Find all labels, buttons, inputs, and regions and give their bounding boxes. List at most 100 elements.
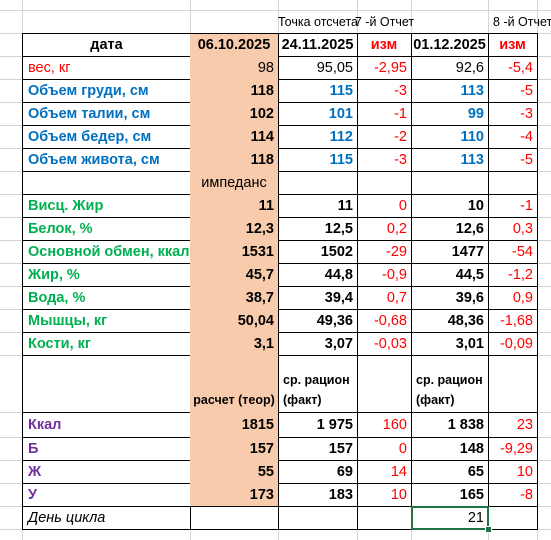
report7-value[interactable]: 3,07: [278, 332, 358, 356]
nutrition-label[interactable]: Б: [22, 437, 191, 461]
report7-value[interactable]: 115: [278, 79, 358, 103]
report7-value[interactable]: 39,4: [278, 286, 358, 310]
nutrition-change8[interactable]: 10: [488, 460, 538, 484]
base-value[interactable]: 45,7: [190, 263, 279, 287]
nutrition-label[interactable]: У: [22, 483, 191, 507]
base-value[interactable]: 114: [190, 125, 279, 149]
base-value[interactable]: 1531: [190, 240, 279, 264]
report7-value[interactable]: 44,8: [278, 263, 358, 287]
col-header-date0[interactable]: 06.10.2025: [190, 33, 279, 57]
report7-change[interactable]: -0,68: [357, 309, 412, 333]
nutrition-header-report7[interactable]: ср. рацион (факт): [278, 355, 358, 413]
report8-value[interactable]: 110: [411, 125, 489, 149]
report7-change[interactable]: -0,9: [357, 263, 412, 287]
report7-change[interactable]: -2,95: [357, 56, 412, 80]
row-label[interactable]: [22, 171, 191, 195]
nutrition-base[interactable]: 157: [190, 437, 279, 461]
nutrition-report8[interactable]: 165: [411, 483, 489, 507]
report8-change[interactable]: [488, 171, 538, 195]
cycle-report7[interactable]: [278, 506, 358, 530]
report8-value[interactable]: 99: [411, 102, 489, 126]
nutrition-header-change7[interactable]: [357, 355, 412, 413]
report7-value[interactable]: 112: [278, 125, 358, 149]
row-label[interactable]: Объем груди, см: [22, 79, 191, 103]
cycle-label[interactable]: День цикла: [22, 506, 191, 530]
nutrition-change7[interactable]: 160: [357, 412, 412, 438]
header-report7[interactable]: 7 -й Отчет: [355, 10, 414, 34]
report7-change[interactable]: -0,03: [357, 332, 412, 356]
nutrition-base[interactable]: 1815: [190, 412, 279, 438]
report8-change[interactable]: 0,9: [488, 286, 538, 310]
report7-change[interactable]: -1: [357, 102, 412, 126]
report7-change[interactable]: -3: [357, 148, 412, 172]
row-label[interactable]: Мышцы, кг: [22, 309, 191, 333]
nutrition-change7[interactable]: 14: [357, 460, 412, 484]
base-value[interactable]: 118: [190, 79, 279, 103]
report8-value[interactable]: 113: [411, 148, 489, 172]
fill-handle[interactable]: [485, 526, 492, 533]
report7-value[interactable]: 95,05: [278, 56, 358, 80]
cycle-value-selected-cell[interactable]: 21: [411, 506, 489, 530]
row-label[interactable]: Объем бедер, см: [22, 125, 191, 149]
col-header-data[interactable]: дата: [22, 33, 191, 57]
nutrition-header-label[interactable]: [22, 355, 191, 413]
report7-value[interactable]: 49,36: [278, 309, 358, 333]
row-label[interactable]: Основной обмен, ккал: [22, 240, 191, 264]
base-value[interactable]: 38,7: [190, 286, 279, 310]
report8-change[interactable]: -1,2: [488, 263, 538, 287]
base-value[interactable]: 11: [190, 194, 279, 218]
nutrition-change8[interactable]: -9,29: [488, 437, 538, 461]
row-label[interactable]: Белок, %: [22, 217, 191, 241]
base-value[interactable]: 98: [190, 56, 279, 80]
nutrition-change8[interactable]: 23: [488, 412, 538, 438]
base-value[interactable]: 102: [190, 102, 279, 126]
report8-value[interactable]: 92,6: [411, 56, 489, 80]
report7-value[interactable]: 11: [278, 194, 358, 218]
report8-value[interactable]: 39,6: [411, 286, 489, 310]
nutrition-change8[interactable]: -8: [488, 483, 538, 507]
report7-value[interactable]: [278, 171, 358, 195]
header-point[interactable]: Точка отсчета: [278, 10, 358, 34]
base-value[interactable]: импеданс: [190, 171, 279, 195]
report8-change[interactable]: -5,4: [488, 56, 538, 80]
report8-value[interactable]: 44,5: [411, 263, 489, 287]
report7-change[interactable]: -2: [357, 125, 412, 149]
report8-value[interactable]: 3,01: [411, 332, 489, 356]
row-label[interactable]: Объем талии, см: [22, 102, 191, 126]
report8-change[interactable]: -0,09: [488, 332, 538, 356]
report8-value[interactable]: 12,6: [411, 217, 489, 241]
report7-change[interactable]: 0,2: [357, 217, 412, 241]
row-label[interactable]: Объем живота, см: [22, 148, 191, 172]
row-label[interactable]: Вода, %: [22, 286, 191, 310]
row-label[interactable]: вес, кг: [22, 56, 191, 80]
report8-change[interactable]: -1: [488, 194, 538, 218]
col-header-izm7[interactable]: изм: [357, 33, 412, 57]
report8-value[interactable]: [411, 171, 489, 195]
nutrition-report8[interactable]: 148: [411, 437, 489, 461]
report8-value[interactable]: 10: [411, 194, 489, 218]
report7-change[interactable]: -29: [357, 240, 412, 264]
col-header-izm8[interactable]: изм: [488, 33, 538, 57]
nutrition-report7[interactable]: 1 975: [278, 412, 358, 438]
report8-change[interactable]: -4: [488, 125, 538, 149]
nutrition-header-base[interactable]: расчет (теор): [190, 355, 279, 413]
cycle-base[interactable]: [190, 506, 279, 530]
report8-change[interactable]: -3: [488, 102, 538, 126]
report7-change[interactable]: 0: [357, 194, 412, 218]
nutrition-report7[interactable]: 157: [278, 437, 358, 461]
nutrition-report7[interactable]: 183: [278, 483, 358, 507]
col-header-date8[interactable]: 01.12.2025: [411, 33, 489, 57]
nutrition-change7[interactable]: 10: [357, 483, 412, 507]
nutrition-report7[interactable]: 69: [278, 460, 358, 484]
nutrition-header-report8[interactable]: ср. рацион (факт): [411, 355, 489, 413]
row-label[interactable]: Кости, кг: [22, 332, 191, 356]
report8-change[interactable]: -54: [488, 240, 538, 264]
report7-value[interactable]: 101: [278, 102, 358, 126]
report8-value[interactable]: 48,36: [411, 309, 489, 333]
report8-change[interactable]: 0,3: [488, 217, 538, 241]
nutrition-report8[interactable]: 1 838: [411, 412, 489, 438]
base-value[interactable]: 3,1: [190, 332, 279, 356]
base-value[interactable]: 12,3: [190, 217, 279, 241]
nutrition-label[interactable]: Ж: [22, 460, 191, 484]
